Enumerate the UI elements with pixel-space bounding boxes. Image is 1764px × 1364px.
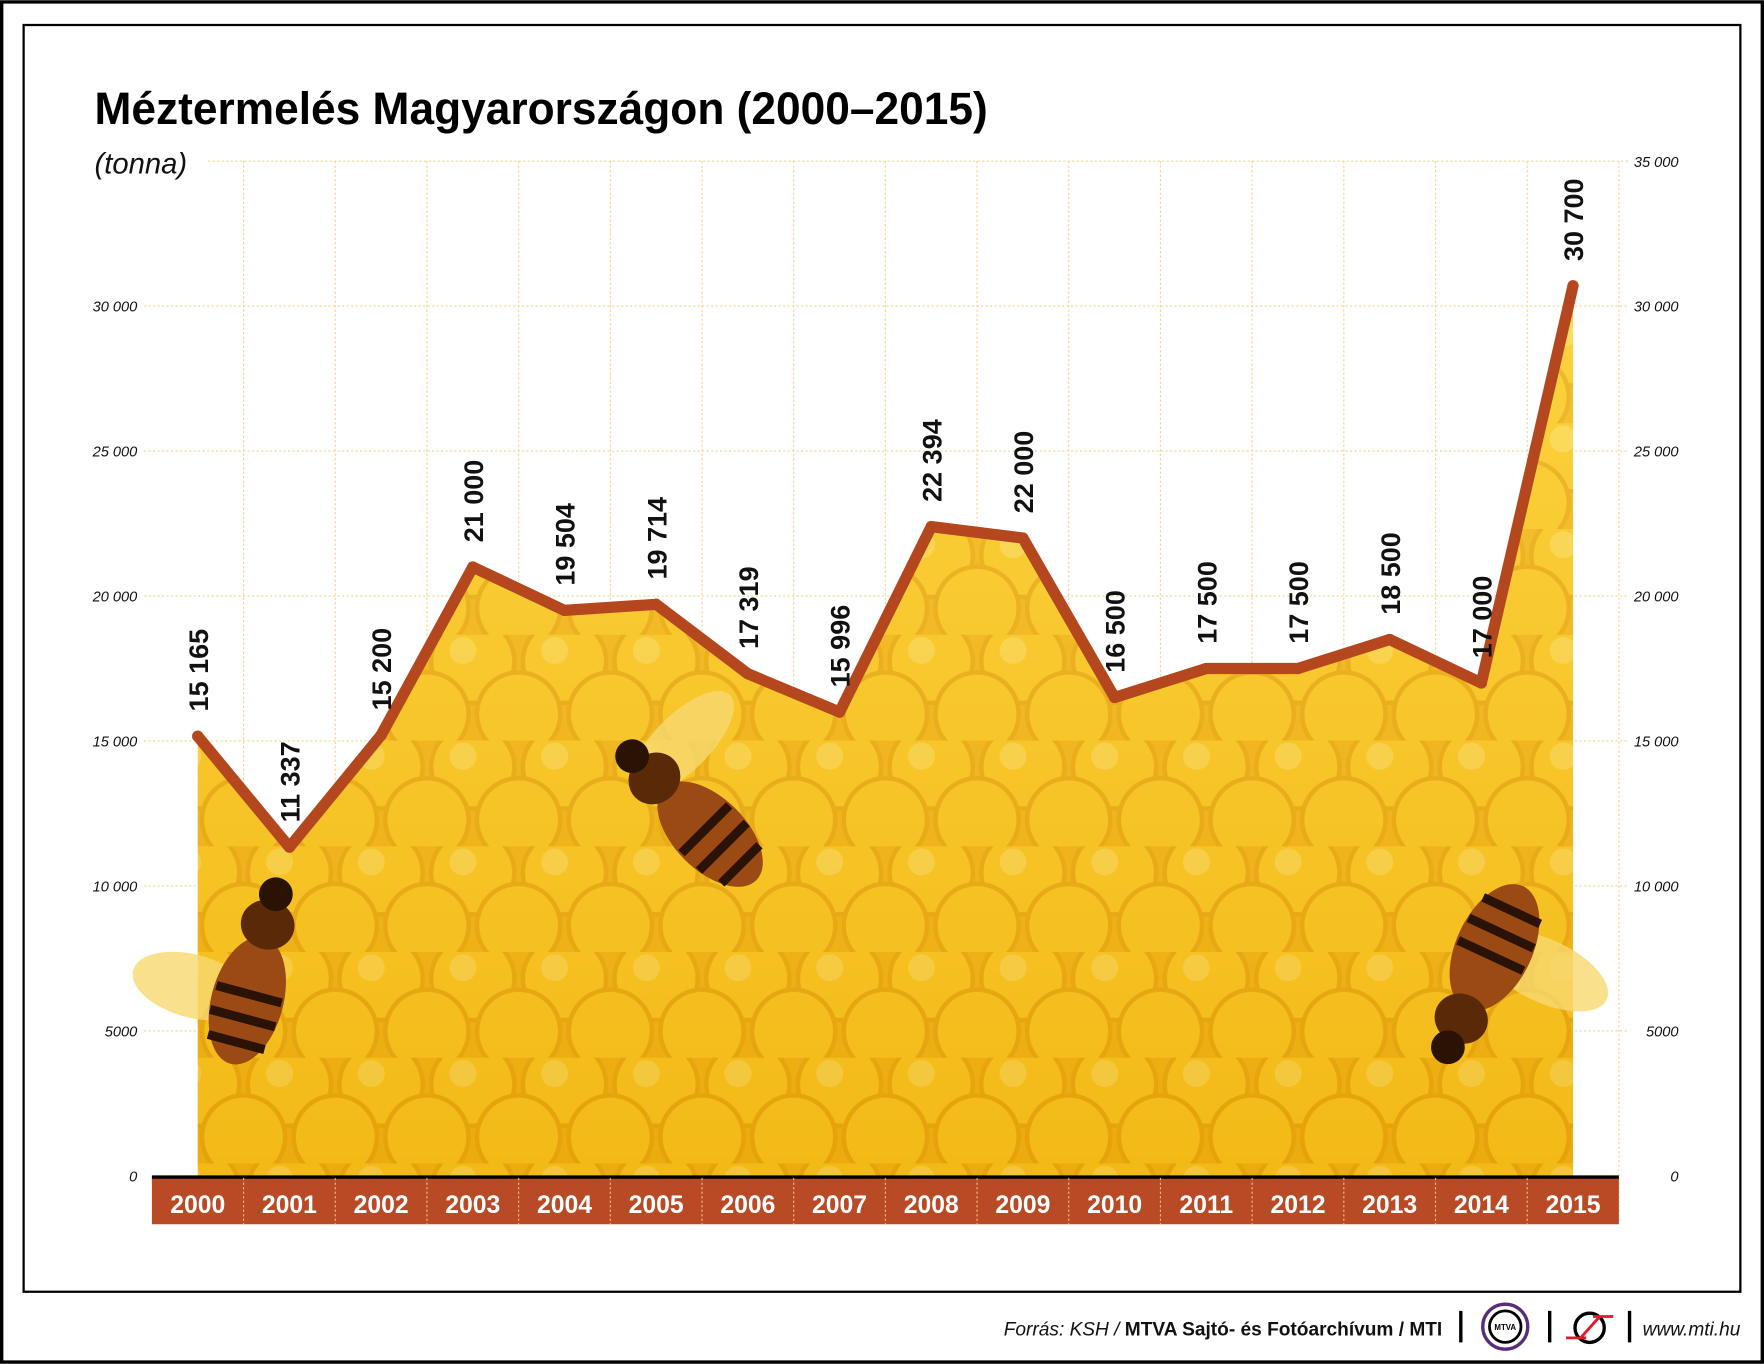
honeycomb-area [197,285,1574,1176]
y-tick-label-left: 20 000 [92,590,138,606]
y-axis-unit: (tonna) [95,149,188,181]
x-tick-label: 2015 [1546,1192,1601,1219]
mtva-logo-text: MTVA [1494,1323,1516,1332]
data-point [1475,677,1487,689]
data-labels: 15 165 11 337 15 200 21 000 19 504 19 714 17 3… [184,178,1589,822]
source-bold: MTVA Sajtó- és Fotóarchívum / MTI [1125,1320,1442,1341]
data-point [833,706,846,718]
data-label: 17 500 [1192,561,1222,644]
data-label: 15 165 [184,629,214,712]
data-label: 22 394 [917,419,947,502]
y-tick-label-right: 5000 [1646,1025,1679,1041]
source-text: Forrás: KSH / MTVA Sajtó- és Fotóarchívu… [1004,1320,1443,1341]
y-tick-label-right: 25 000 [1633,445,1679,461]
x-tick-label: 2012 [1270,1192,1325,1219]
data-point [1292,662,1304,675]
website-link[interactable]: www.mti.hu [1643,1320,1741,1341]
x-tick-label: 2002 [354,1192,409,1219]
bee-icon [615,690,763,887]
chart-title: Méztermelés Magyarországon (2000–2015) [95,83,988,134]
data-point [1108,691,1121,704]
divider [1627,1310,1632,1343]
data-point [925,520,937,533]
x-axis-year-bar: 2000 2001 2002 2003 2004 2005 2006 2007 2008 2009… [151,1175,1619,1225]
data-label: 22 000 [1009,431,1039,514]
data-point [1017,532,1029,544]
data-label: 18 500 [1376,532,1406,615]
data-point [1200,662,1212,675]
series-line-path [192,280,1579,853]
mti-logo-icon [1566,1311,1614,1345]
y-tick-label-left: 30 000 [93,300,138,316]
data-point [558,604,571,617]
x-tick-label: 2003 [445,1192,500,1219]
x-tick-label: 2013 [1362,1192,1417,1219]
data-point [192,730,204,742]
bee-icon [132,877,295,1065]
y-tick-label-right: 20 000 [1633,590,1679,606]
y-tick-label-left: 25 000 [92,445,138,461]
y-tick-label-right: 30 000 [1634,300,1679,316]
source-prefix: Forrás: KSH / [1004,1320,1125,1341]
x-tick-label: 2009 [995,1192,1050,1219]
data-label: 17 000 [1467,576,1497,659]
data-label: 17 500 [1284,561,1314,644]
x-tick-label: 2004 [537,1192,592,1219]
y-tick-label-left: 10 000 [93,880,138,896]
data-point [1567,280,1579,292]
divider [1548,1310,1552,1343]
y-tick-label-right: 15 000 [1634,735,1679,751]
data-label: 16 500 [1101,590,1131,673]
y-tick-label-right: 35 000 [1634,155,1679,171]
data-label: 15 996 [826,605,856,688]
bee-illustrations [132,690,1609,1065]
y-tick-label-left: 15 000 [93,735,138,751]
bee-icon [1431,884,1609,1065]
y-tick-label-left: 5000 [105,1025,138,1041]
data-label: 21 000 [459,460,489,543]
data-point [283,841,296,853]
y-tick-label-right: 10 000 [1634,880,1679,896]
data-point [650,598,662,610]
series-line [192,280,1579,853]
area-shade [197,285,1574,1176]
divider [1459,1310,1463,1343]
data-label: 15 200 [367,628,397,711]
data-point [375,729,387,741]
x-tick-label: 2000 [170,1192,225,1219]
x-tick-label: 2005 [629,1192,684,1219]
data-point [1384,633,1396,646]
data-label: 17 319 [734,566,764,649]
data-label: 19 504 [551,503,581,586]
mtva-logo: MTVA [1481,1302,1530,1351]
footer: Forrás: KSH / MTVA Sajtó- és Fotóarchívu… [1004,1302,1741,1351]
x-tick-label: 2006 [720,1192,775,1219]
data-point [467,561,479,573]
y-tick-label-left: 0 [129,1170,137,1186]
y-axis-ticks: 0 0 5000 5000 10 000 10 000 15 000 15 000 20 000… [92,155,1679,1186]
x-tick-label: 2010 [1087,1192,1142,1219]
y-tick-label-right: 0 [1670,1170,1678,1186]
x-tick-label: 2001 [262,1192,317,1219]
data-label: 11 337 [276,741,306,822]
data-label: 30 700 [1559,178,1589,261]
data-label: 19 714 [642,497,672,580]
x-tick-label: 2007 [812,1192,867,1219]
x-tick-label: 2008 [904,1192,959,1219]
x-tick-label: 2011 [1179,1192,1233,1219]
x-tick-label: 2014 [1454,1192,1509,1219]
data-point [742,668,754,680]
